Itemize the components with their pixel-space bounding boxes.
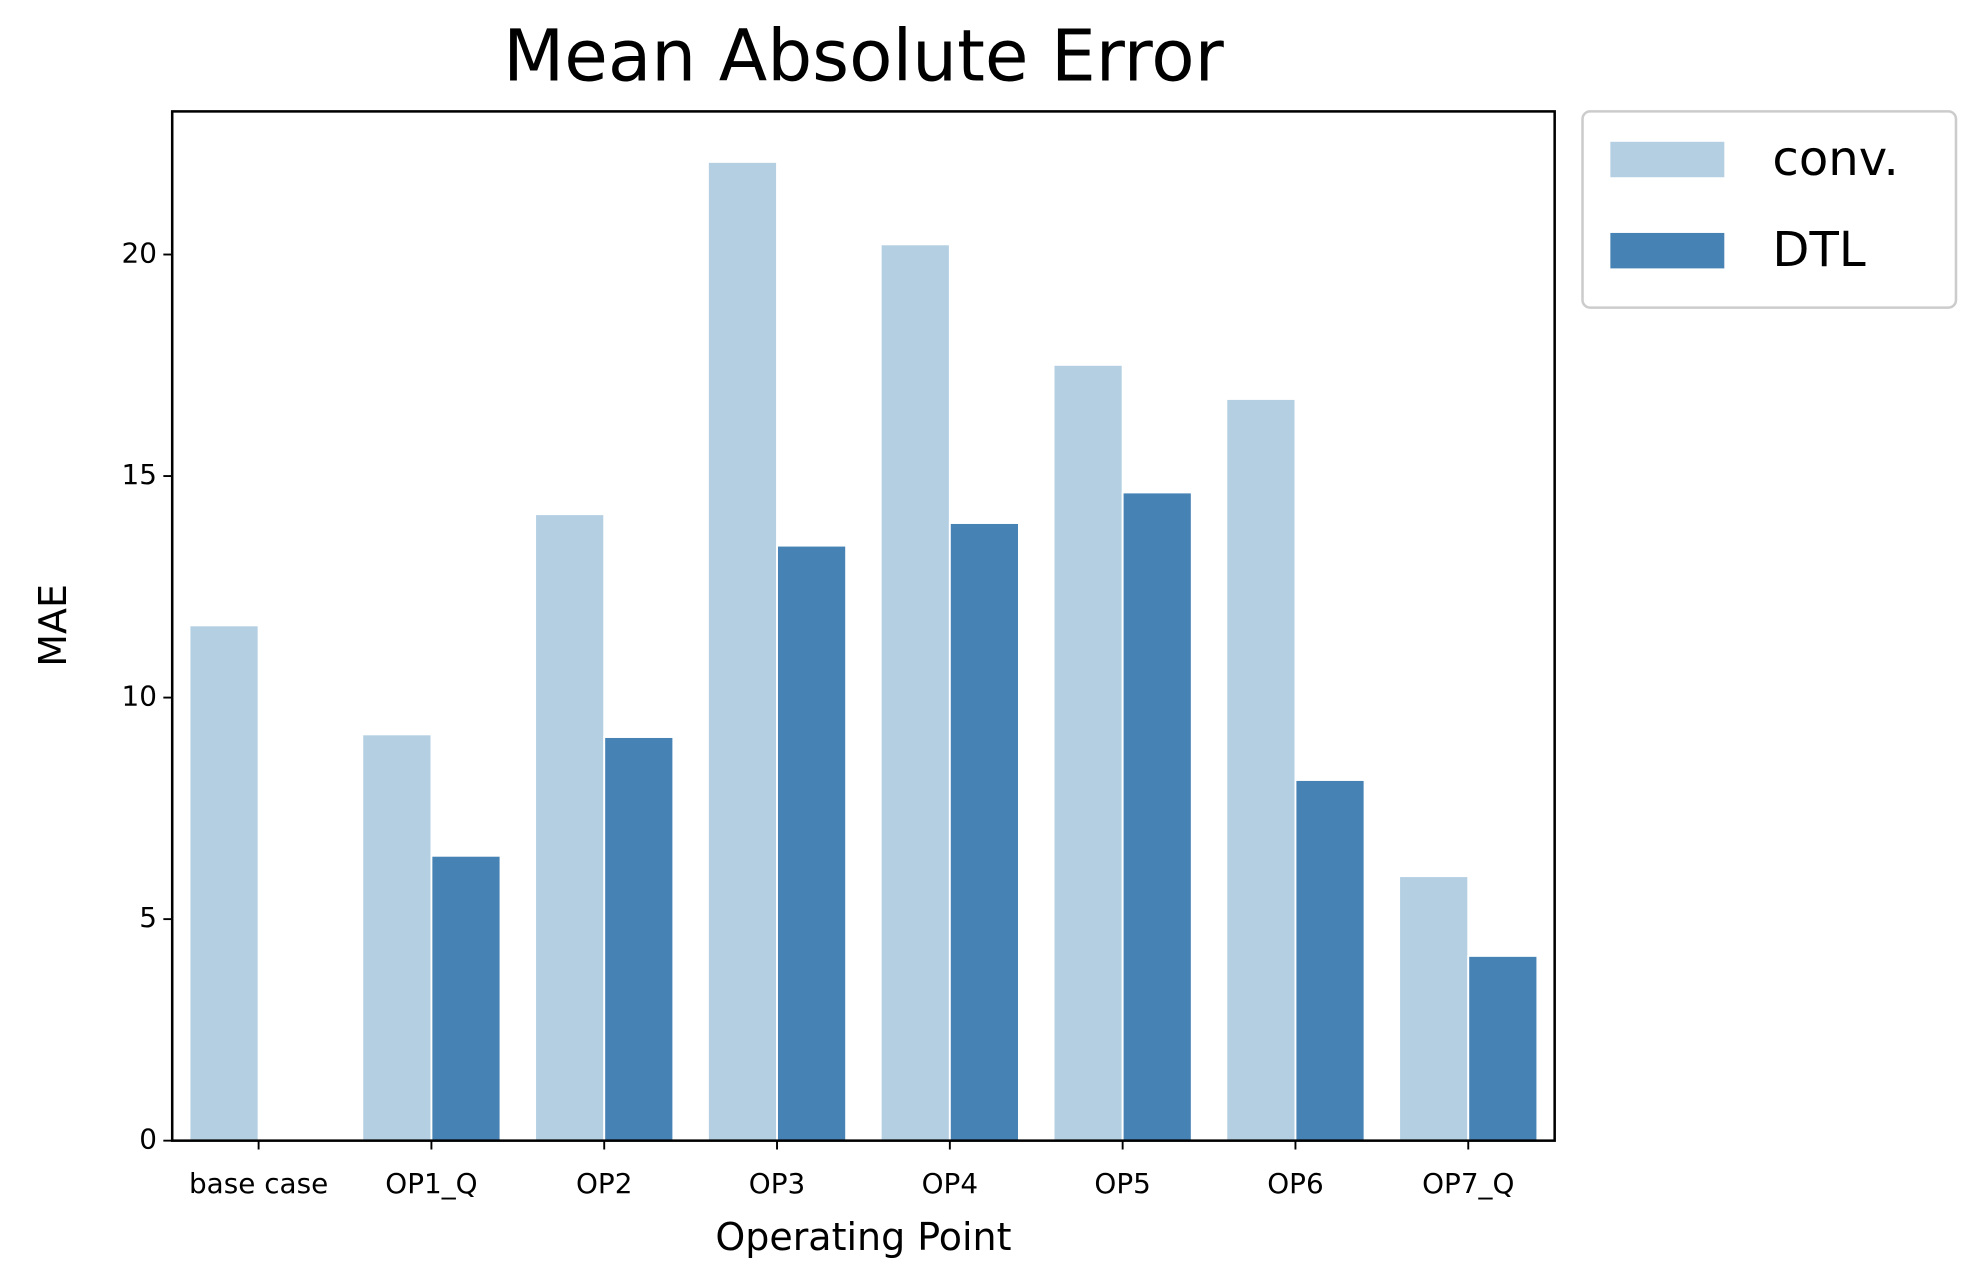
y-axis-label: MAE [31, 584, 75, 667]
bar [776, 544, 848, 1142]
y-tick-label: 15 [122, 458, 157, 491]
chart-title: Mean Absolute Error [503, 14, 1225, 97]
legend-box [1581, 110, 1958, 309]
x-tick-label: OP7_Q [1422, 1167, 1514, 1200]
bar [1294, 779, 1366, 1142]
x-tick-label: OP1_Q [385, 1167, 477, 1200]
legend-label: DTL [1772, 222, 1865, 278]
x-tick-label: OP6 [1267, 1167, 1323, 1200]
x-tick-label: OP3 [749, 1167, 805, 1200]
x-axis-label: Operating Point [715, 1215, 1011, 1259]
legend-label: conv. [1772, 131, 1898, 187]
bar [603, 736, 675, 1142]
bar [430, 854, 502, 1142]
bar [706, 160, 778, 1142]
y-tick-label: 0 [139, 1123, 157, 1156]
bar [1467, 954, 1539, 1142]
bar [1225, 398, 1297, 1142]
bar [948, 522, 1020, 1142]
x-tick-label: OP5 [1094, 1167, 1150, 1200]
y-tick-label: 10 [122, 680, 157, 713]
bar [1052, 363, 1124, 1142]
x-tick-label: OP2 [576, 1167, 632, 1200]
bar [534, 513, 606, 1142]
x-tick-label: base case [189, 1167, 328, 1200]
bar [1121, 491, 1193, 1142]
plot-frame [170, 110, 1556, 1142]
bar [361, 733, 433, 1142]
legend-swatch [1610, 232, 1725, 269]
x-tick-label: OP4 [922, 1167, 978, 1200]
bar [879, 243, 951, 1142]
y-tick-label: 5 [139, 901, 157, 934]
legend-swatch [1610, 141, 1725, 178]
bar [188, 624, 260, 1142]
y-tick-label: 20 [122, 237, 157, 270]
bar [1398, 875, 1470, 1142]
